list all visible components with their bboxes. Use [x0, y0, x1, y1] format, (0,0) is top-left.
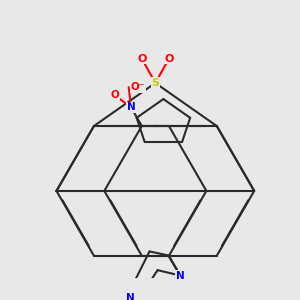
Text: N: N [176, 271, 185, 281]
Text: O: O [164, 54, 173, 64]
Text: S: S [152, 78, 159, 88]
Text: O: O [137, 54, 147, 64]
Text: O: O [110, 90, 119, 100]
Text: N: N [127, 102, 136, 112]
Text: N: N [126, 293, 135, 300]
Text: O⁻: O⁻ [131, 82, 145, 92]
